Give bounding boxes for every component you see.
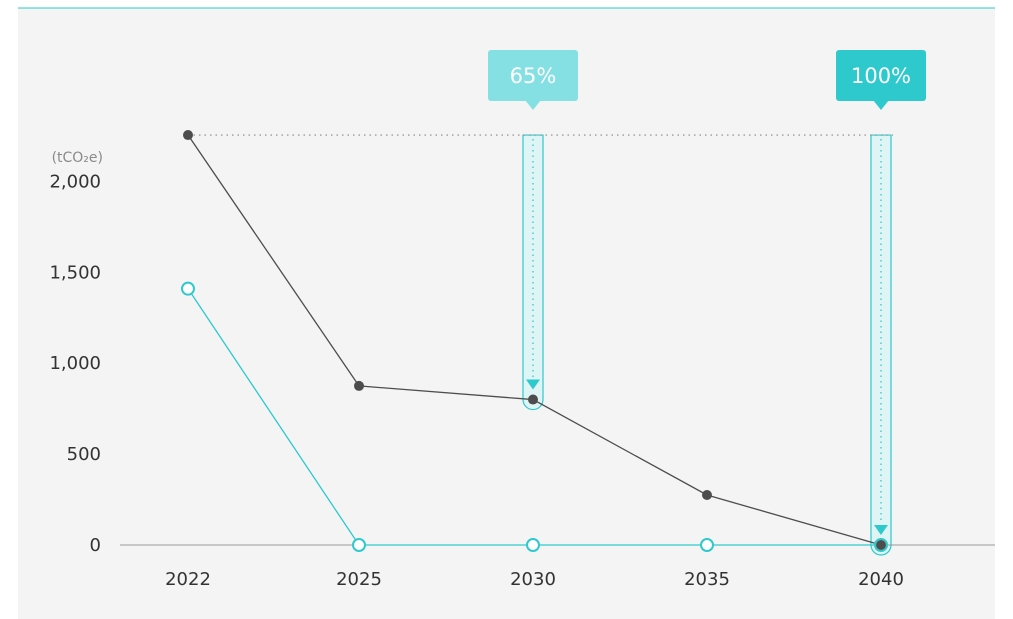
data-point — [876, 540, 886, 550]
data-point — [702, 490, 712, 501]
data-point-hollow — [181, 281, 195, 296]
callout-box — [488, 50, 578, 101]
callout-pointer — [873, 100, 889, 110]
x-tick-label: 2040 — [858, 569, 904, 590]
callout-box — [836, 50, 926, 101]
callout-pointer — [525, 100, 541, 110]
emission-reduction-chart: 0 500 1,000 1,500 2,000 2022 2025 2030 2035 2040… — [18, 7, 995, 619]
y-tick-label: 2,000 — [49, 171, 101, 192]
x-tick-label: 2022 — [165, 569, 211, 590]
x-tick-label: 2025 — [336, 569, 382, 590]
data-point-hollow — [352, 538, 366, 552]
y-tick-label: 500 — [67, 444, 101, 465]
callout-label: 100% — [851, 64, 911, 88]
down-arrow-icon — [526, 379, 540, 390]
y-tick-label: 1,500 — [49, 262, 101, 283]
data-point-hollow — [526, 538, 540, 552]
data-point-hollow — [700, 538, 714, 552]
y-tick-label: 1,000 — [49, 353, 101, 374]
chart-background — [18, 8, 995, 619]
data-point — [183, 130, 193, 141]
y-tick-label: 0 — [90, 535, 101, 556]
x-tick-label: 2030 — [510, 569, 556, 590]
callout-label: 65% — [510, 64, 557, 88]
down-arrow-icon — [874, 525, 888, 535]
data-point — [354, 380, 364, 391]
data-point — [528, 394, 538, 405]
x-tick-label: 2035 — [684, 569, 730, 590]
chart-panel: 0 500 1,000 1,500 2,000 2022 2025 2030 2035 2040… — [18, 0, 995, 619]
y-unit-label: (tCO₂e) — [52, 150, 103, 166]
